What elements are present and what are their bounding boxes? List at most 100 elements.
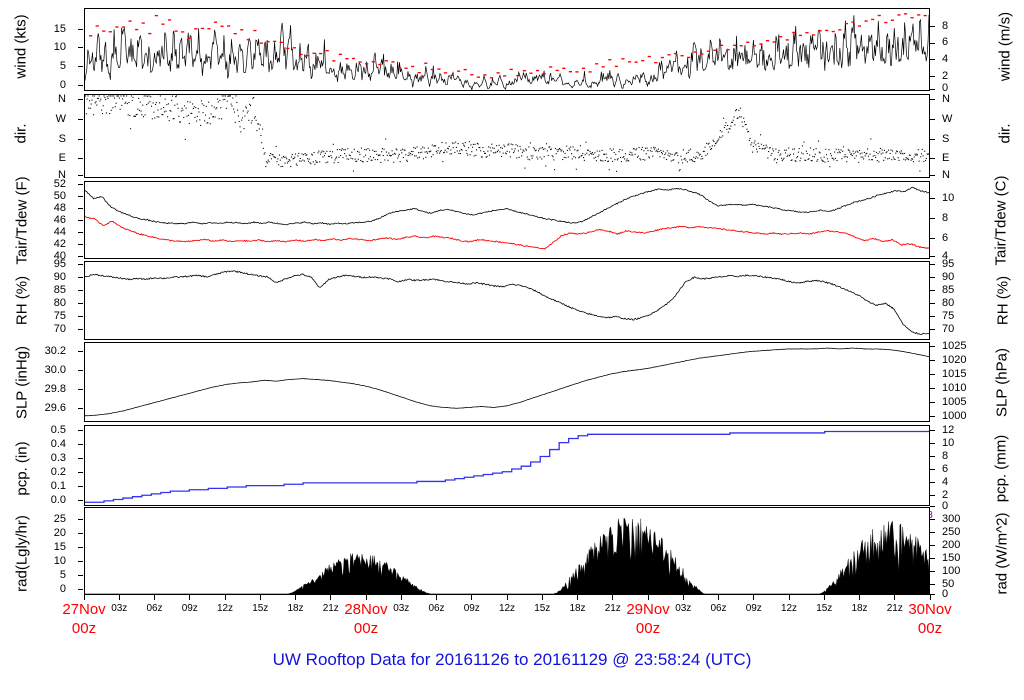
rad-ytick-right-200: 200	[942, 539, 961, 551]
wind-ytick-right-0: 0	[942, 82, 949, 94]
dir-ytick-right-n-top: N	[942, 93, 950, 105]
temp-ytick-50: 50	[53, 190, 66, 202]
x-tickmark	[330, 595, 332, 600]
rh-ytick-70: 70	[53, 323, 66, 335]
x-major-day-2: 29Nov	[626, 601, 670, 618]
x-tickmark	[894, 595, 896, 600]
x-minor-tick-1-12z: 12z	[498, 603, 516, 614]
dir-ytick-e: E	[58, 152, 66, 164]
rad-ytick-right-250: 250	[942, 526, 961, 538]
slp-ytick-29-6: 29.6	[44, 402, 66, 414]
x-tickmark	[154, 595, 155, 600]
x-tickmark	[506, 595, 508, 600]
pcp-ytick-0-0: 0.0	[50, 494, 66, 506]
relative-humidity-panel	[84, 261, 930, 340]
dir-left-axis-title: dir.	[12, 123, 30, 144]
rh-ytick-90: 90	[53, 271, 66, 283]
x-minor-tick-2-03z: 03z	[675, 603, 692, 614]
rad-ytick-right-300: 300	[942, 513, 961, 525]
x-minor-tick-0-03z: 03z	[111, 603, 128, 614]
slp-ytick-29-8: 29.8	[44, 383, 66, 395]
x-minor-tick-0-12z: 12z	[216, 603, 234, 614]
pcp-ytick-right-8: 8	[942, 450, 949, 462]
temp-ytick-52: 52	[53, 178, 66, 190]
pcp-ytick-0-5: 0.5	[50, 424, 66, 436]
wind-ytick-10: 10	[53, 41, 66, 53]
dir-ytick-s: S	[58, 133, 66, 145]
temp-ytick-48: 48	[53, 202, 66, 214]
pcp-ytick-right-2: 2	[942, 489, 949, 501]
pcp-ytick-right-4: 4	[942, 476, 949, 488]
rh-ytick-80: 80	[53, 297, 66, 309]
x-major-day-3: 30Nov	[908, 601, 952, 618]
x-minor-tick-1-18z: 18z	[569, 603, 586, 614]
dir-ytick-right-s: S	[942, 133, 950, 145]
dir-ytick-w: W	[55, 113, 66, 125]
rad-ytick-right-50: 50	[942, 578, 955, 590]
rad-daynum-7: 3	[927, 510, 933, 521]
x-minor-tick-0-09z: 09z	[181, 603, 198, 614]
rh-ytick-right-95: 95	[942, 258, 955, 270]
slp-ytick-30-0: 30.0	[44, 364, 66, 376]
wind-ytick-right-2: 2	[942, 70, 949, 82]
rad-ytick-right-100: 100	[942, 565, 961, 577]
x-minor-tick-1-21z: 21z	[604, 603, 621, 614]
slp-ytick-right-1020: 1020	[942, 354, 967, 366]
rad-ytick-right-150: 150	[942, 552, 961, 564]
dir-ytick-n-bot: N	[58, 169, 66, 181]
rh-ytick-right-75: 75	[942, 310, 955, 322]
temp-ytick-40: 40	[53, 250, 66, 262]
x-tickmark	[83, 595, 85, 600]
x-minor-tick-0-21z: 21z	[322, 603, 339, 614]
x-tickmark	[788, 595, 790, 600]
x-minor-tick-0-15z: 15z	[252, 603, 269, 614]
dir-right-axis-title: dir.	[996, 123, 1014, 144]
x-tickmark	[400, 595, 402, 600]
rad-ytick-15: 15	[53, 541, 66, 553]
x-tickmark	[612, 595, 614, 600]
x-minor-tick-2-12z: 12z	[780, 603, 798, 614]
temp-ytick-right-8: 8	[942, 212, 949, 224]
wind-ytick-5: 5	[59, 60, 66, 72]
pcp-ytick-0-2: 0.2	[50, 466, 66, 478]
x-major-hour-3: 00z	[917, 620, 943, 637]
x-tickmark	[365, 595, 367, 600]
wind-ytick-0: 0	[59, 79, 66, 91]
x-minor-tick-2-06z: 06z	[710, 603, 727, 614]
dir-ytick-right-n-bot: N	[942, 169, 950, 181]
temp-ytick-right-10: 10	[942, 192, 955, 204]
slp-right-axis-title: SLP (hPa)	[993, 348, 1011, 417]
x-tickmark	[718, 595, 719, 600]
figure-title: UW Rooftop Data for 20161126 to 20161129…	[272, 650, 752, 669]
rad-ytick-20: 20	[53, 527, 66, 539]
dir-ytick-right-e: E	[942, 152, 950, 164]
rad-ytick-5: 5	[59, 569, 66, 581]
x-tickmark	[859, 595, 860, 600]
pcp-ytick-0-3: 0.3	[50, 452, 66, 464]
slp-ytick-right-1015: 1015	[942, 368, 967, 380]
x-minor-tick-1-09z: 09z	[463, 603, 480, 614]
dir-ytick-n-top: N	[58, 93, 66, 105]
slp-ytick-right-1005: 1005	[942, 396, 967, 408]
wind-ytick-right-4: 4	[942, 53, 949, 65]
rh-ytick-right-70: 70	[942, 323, 955, 335]
temp-ytick-right-6: 6	[942, 232, 949, 244]
pcp-ytick-right-0: 0	[942, 500, 949, 512]
rad-ytick-10: 10	[53, 555, 66, 567]
temp-ytick-right-4: 4	[942, 250, 949, 262]
rh-ytick-75: 75	[53, 310, 66, 322]
rad-left-axis-title: rad(Lgly/hr)	[13, 515, 31, 592]
pcp-ytick-0-4: 0.4	[50, 438, 66, 450]
temp-ytick-42: 42	[53, 238, 66, 250]
temperature-panel	[84, 181, 930, 259]
dir-ytick-right-w: W	[942, 113, 953, 125]
x-tickmark	[753, 595, 755, 600]
x-tickmark	[259, 595, 261, 600]
rad-ytick-25: 25	[53, 513, 66, 525]
rad-right-axis-title: rad (W/m^2)	[993, 512, 1011, 595]
wind-ytick-right-6: 6	[942, 36, 949, 48]
x-major-day-1: 28Nov	[344, 601, 388, 618]
x-minor-tick-1-03z: 03z	[393, 603, 410, 614]
x-major-hour-0: 00z	[71, 620, 97, 637]
x-tickmark	[295, 595, 296, 600]
